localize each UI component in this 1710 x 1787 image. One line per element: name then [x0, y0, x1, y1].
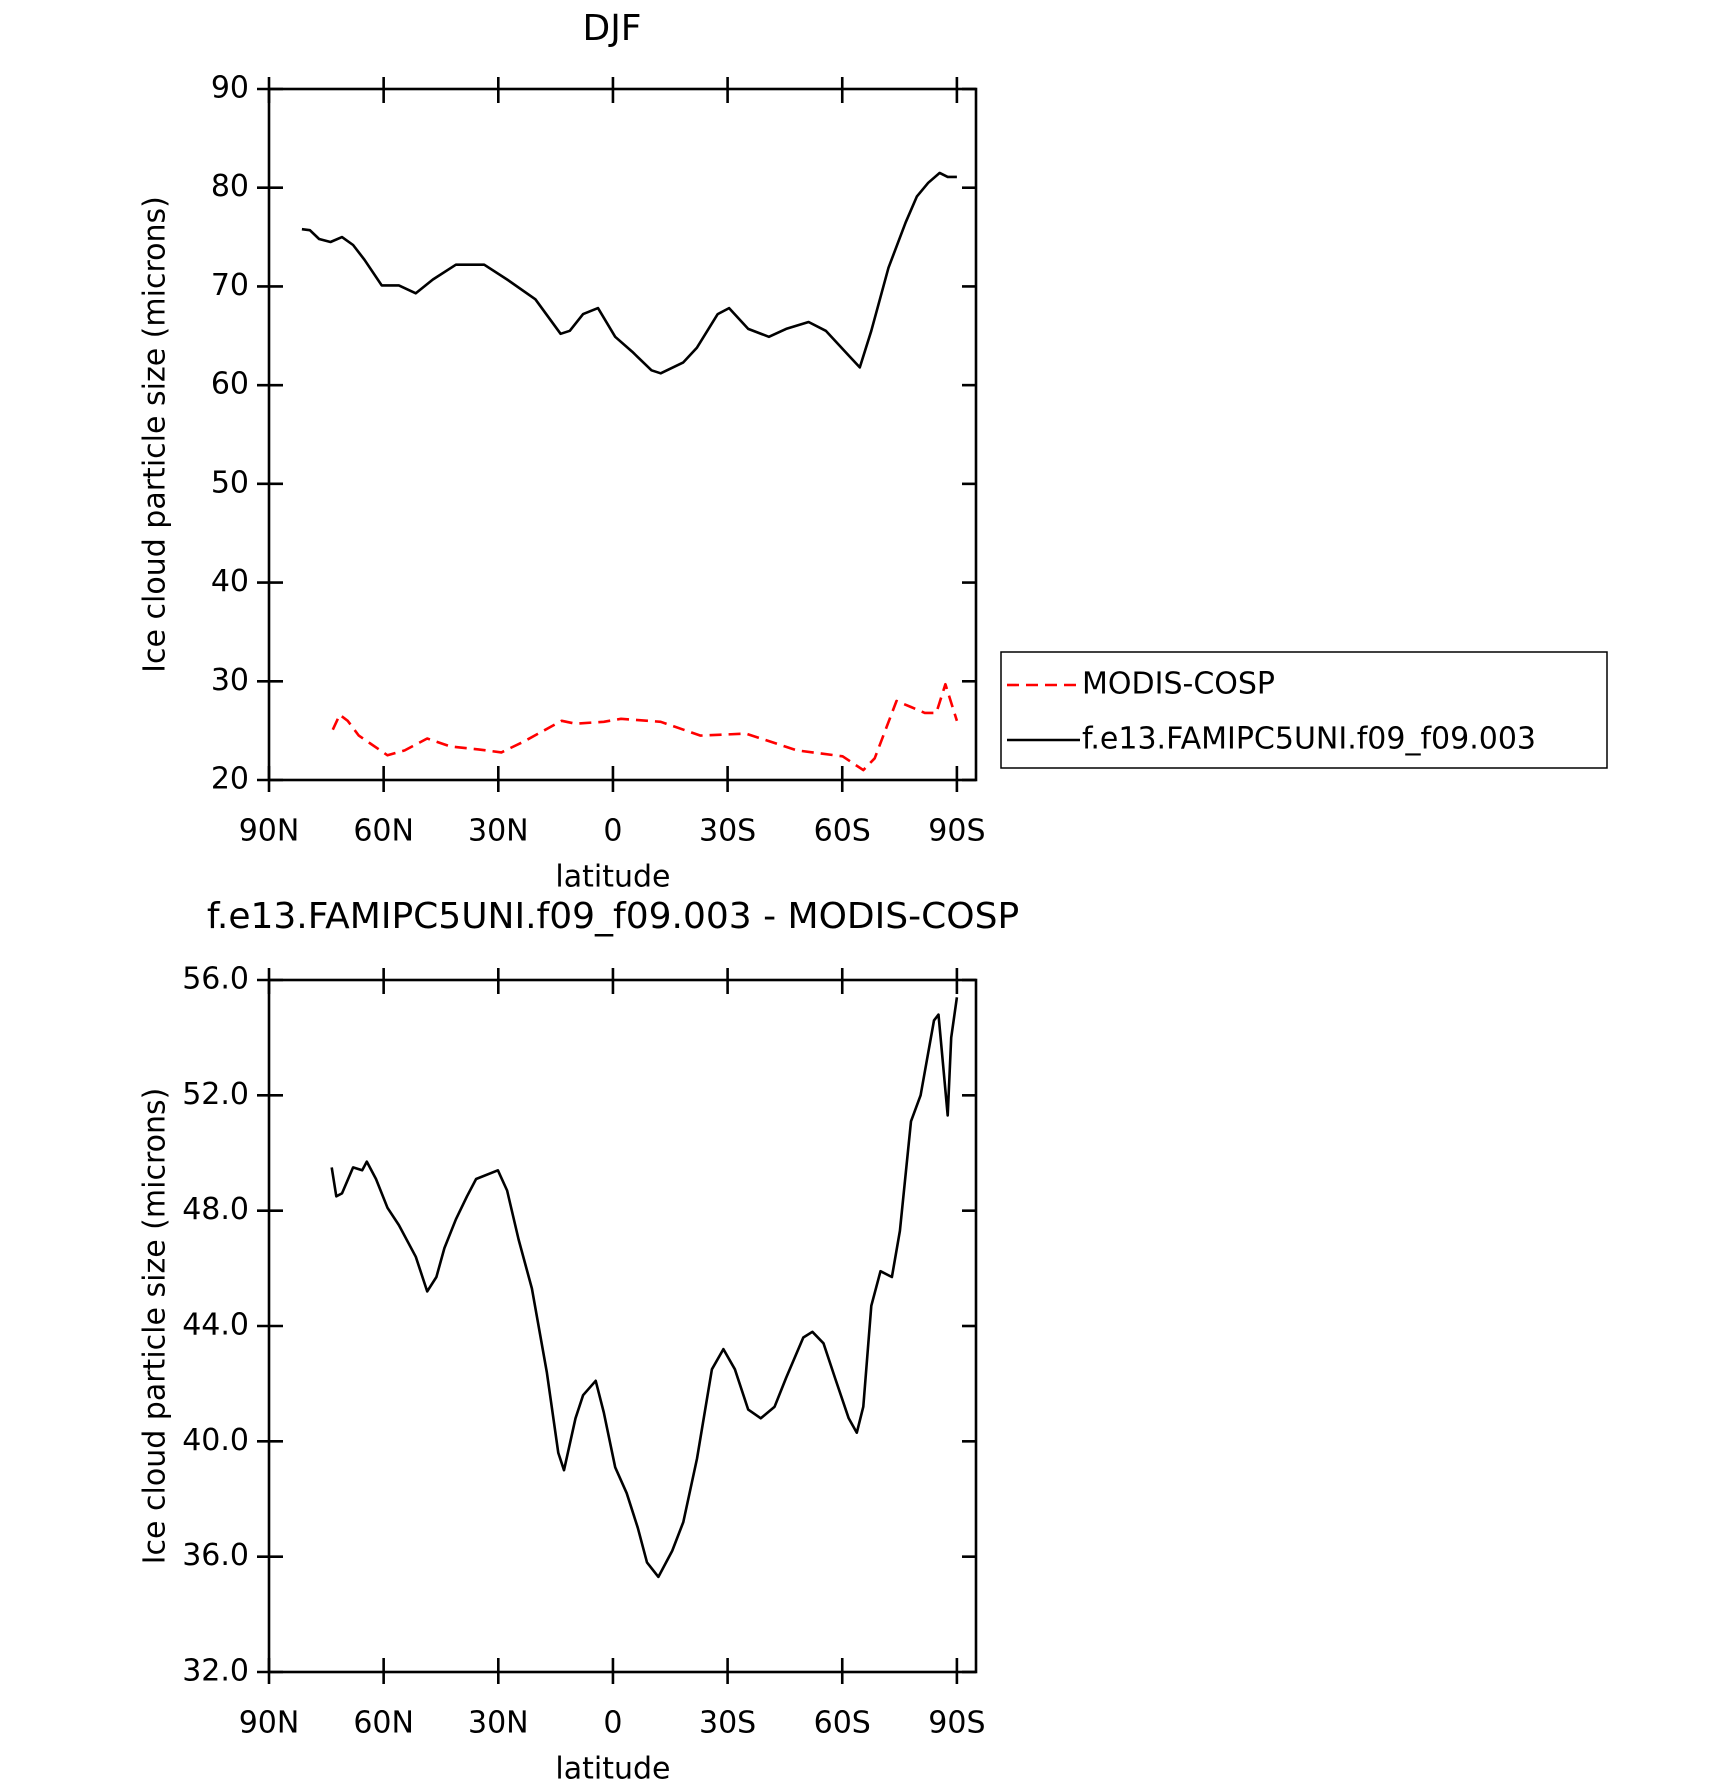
x-tick-label: 60N: [353, 814, 414, 849]
x-tick-label: 60S: [814, 814, 871, 849]
y-tick-label: 90: [211, 71, 249, 106]
x-axis-label: latitude: [555, 1752, 670, 1784]
x-tick-label: 60S: [814, 1706, 871, 1741]
x-tick-label: 0: [603, 1706, 622, 1741]
y-tick-label: 32.0: [182, 1654, 249, 1689]
x-tick-label: 90N: [239, 1706, 300, 1741]
x-tick-label: 90N: [239, 814, 300, 849]
y-tick-label: 50: [211, 465, 249, 500]
data-line: [330, 997, 959, 1579]
plot-frame: [267, 87, 978, 782]
y-tick-label: 80: [211, 169, 249, 204]
y-tick-label: 20: [211, 762, 249, 797]
x-tick-label: 30N: [468, 1706, 529, 1741]
y-tick-label: 60: [211, 367, 249, 402]
y-tick-label: 36.0: [182, 1538, 249, 1573]
legend-label: f.e13.FAMIPC5UNI.f09_f09.003: [1082, 722, 1536, 757]
x-tick-label: 60N: [353, 1706, 414, 1741]
x-tick-label: 30N: [468, 814, 529, 849]
y-tick-label: 30: [211, 663, 249, 698]
x-tick-label: 30S: [699, 1706, 756, 1741]
y-tick-label: 48.0: [182, 1192, 249, 1227]
y-axis-label: Ice cloud particle size (microns): [138, 196, 173, 673]
data-line: [301, 171, 957, 375]
y-tick-label: 70: [211, 268, 249, 303]
y-axis-label: Ice cloud particle size (microns): [138, 1088, 173, 1565]
y-tick-label: 40.0: [182, 1423, 249, 1458]
legend-box: [1000, 651, 1608, 769]
y-tick-label: 56.0: [182, 962, 249, 997]
x-tick-label: 30S: [699, 814, 756, 849]
y-tick-label: 40: [211, 564, 249, 599]
chart-title: f.e13.FAMIPC5UNI.f09_f09.003 - MODIS-COS…: [207, 896, 1019, 937]
y-tick-label: 52.0: [182, 1077, 249, 1112]
x-tick-label: 90S: [928, 814, 985, 849]
x-tick-label: 0: [603, 814, 622, 849]
x-axis-label: latitude: [555, 860, 670, 895]
chart-title: DJF: [582, 8, 641, 49]
y-tick-label: 44.0: [182, 1308, 249, 1343]
legend-label: MODIS-COSP: [1082, 667, 1275, 702]
data-line: [331, 682, 959, 772]
x-tick-label: 90S: [928, 1706, 985, 1741]
